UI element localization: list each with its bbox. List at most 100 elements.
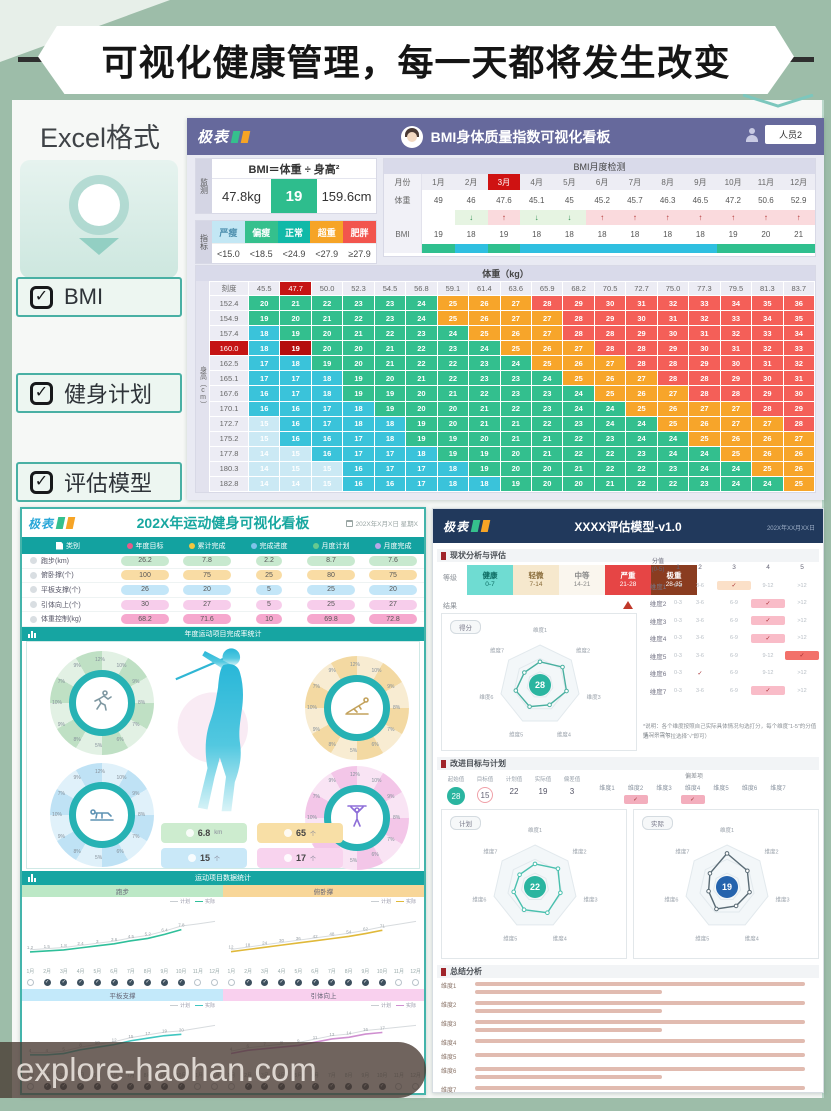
sidebar-item-2[interactable]: ✓ 健身计划 bbox=[16, 373, 182, 413]
check-circle-checked[interactable]: ✓ bbox=[144, 978, 152, 986]
matrix-row-header[interactable]: 180.3 bbox=[210, 461, 248, 476]
matrix-row-header[interactable]: 175.2 bbox=[210, 431, 248, 446]
check-circle-empty[interactable] bbox=[194, 978, 202, 986]
check-circle-checked[interactable]: ✓ bbox=[278, 978, 286, 986]
check-circle-checked[interactable]: ✓ bbox=[110, 978, 118, 986]
score-cell[interactable]: 3-6 bbox=[683, 577, 717, 595]
score-cell[interactable]: 6-9 bbox=[717, 665, 751, 683]
score-cell[interactable]: >12 bbox=[785, 612, 819, 630]
score-cell[interactable]: >12 bbox=[785, 577, 819, 595]
sidebar-item-3[interactable]: ✓ 评估模型 bbox=[16, 462, 182, 502]
score-cell[interactable]: ✓ bbox=[751, 682, 785, 700]
month-cell[interactable]: 12月 bbox=[782, 174, 815, 190]
month-cell[interactable]: 10月 bbox=[716, 174, 750, 190]
sidebar-item-1[interactable]: ✓ BMI bbox=[16, 277, 182, 317]
month-cell[interactable]: 1月 bbox=[422, 174, 455, 190]
check-circle-checked[interactable]: ✓ bbox=[77, 978, 85, 986]
matrix-col-header[interactable]: 72.7 bbox=[626, 282, 657, 295]
score-cell[interactable]: ✓ bbox=[751, 612, 785, 630]
score-cell[interactable]: ✓ bbox=[751, 630, 785, 648]
matrix-col-header[interactable]: 68.2 bbox=[563, 282, 594, 295]
score-cell[interactable]: >12 bbox=[785, 630, 819, 648]
matrix-col-header[interactable]: 61.4 bbox=[469, 282, 500, 295]
matrix-col-header[interactable]: 77.3 bbox=[689, 282, 720, 295]
matrix-col-header[interactable]: 45.5 bbox=[249, 282, 280, 295]
score-cell[interactable]: ✓ bbox=[683, 665, 717, 683]
score-cell[interactable]: 6-9 bbox=[717, 630, 751, 648]
score-cell[interactable]: 3-6 bbox=[683, 612, 717, 630]
user-badge[interactable]: 人员2 bbox=[764, 125, 816, 144]
month-cell[interactable]: 7月 bbox=[618, 174, 652, 190]
matrix-col-header[interactable]: 65.9 bbox=[532, 282, 563, 295]
score-cell[interactable]: >12 bbox=[785, 682, 819, 700]
score-cell[interactable]: 0-3 bbox=[673, 682, 683, 700]
score-cell[interactable]: 3-6 bbox=[683, 682, 717, 700]
matrix-row-header[interactable]: 157.4 bbox=[210, 326, 248, 341]
score-cell[interactable]: 0-3 bbox=[673, 630, 683, 648]
matrix-col-header[interactable]: 79.5 bbox=[720, 282, 752, 295]
check-circle-checked[interactable]: ✓ bbox=[43, 978, 51, 986]
check-circle-empty[interactable] bbox=[395, 978, 403, 986]
month-cell[interactable]: 11月 bbox=[749, 174, 783, 190]
check-circle-empty[interactable] bbox=[211, 978, 219, 986]
month-cell[interactable]: 9月 bbox=[684, 174, 717, 190]
matrix-row-header[interactable]: 160.0 bbox=[210, 341, 248, 356]
score-cell[interactable]: 3-6 bbox=[683, 630, 717, 648]
matrix-row-header[interactable]: 167.6 bbox=[210, 386, 248, 401]
matrix-col-header[interactable]: 75.0 bbox=[657, 282, 689, 295]
check-circle-checked[interactable]: ✓ bbox=[361, 978, 369, 986]
matrix-row-header[interactable]: 154.9 bbox=[210, 311, 248, 326]
score-cell[interactable]: ✓ bbox=[785, 647, 819, 665]
month-cell[interactable]: 4月 bbox=[520, 174, 553, 190]
check-circle-empty[interactable] bbox=[227, 978, 235, 986]
score-cell[interactable]: 6-9 bbox=[717, 612, 751, 630]
score-cell[interactable]: >12 bbox=[785, 595, 819, 613]
check-circle-checked[interactable]: ✓ bbox=[60, 978, 68, 986]
score-cell[interactable]: 0-3 bbox=[673, 665, 683, 683]
check-circle-checked[interactable]: ✓ bbox=[160, 978, 168, 986]
score-cell[interactable]: 0-3 bbox=[673, 577, 683, 595]
matrix-row-header[interactable]: 182.8 bbox=[210, 476, 248, 491]
score-cell[interactable]: 6-9 bbox=[717, 595, 751, 613]
matrix-col-header[interactable]: 52.3 bbox=[343, 282, 374, 295]
matrix-row-header[interactable]: 170.1 bbox=[210, 401, 248, 416]
check-circle-checked[interactable]: ✓ bbox=[127, 978, 135, 986]
check-circle-checked[interactable]: ✓ bbox=[244, 978, 252, 986]
check-circle-checked[interactable]: ✓ bbox=[93, 978, 101, 986]
score-cell[interactable]: 3-6 bbox=[683, 595, 717, 613]
check-circle-checked[interactable]: ✓ bbox=[294, 978, 302, 986]
matrix-row-header[interactable]: 162.5 bbox=[210, 356, 248, 371]
matrix-row-header[interactable]: 172.7 bbox=[210, 416, 248, 431]
matrix-col-header[interactable]: 56.8 bbox=[406, 282, 437, 295]
score-cell[interactable]: ✓ bbox=[717, 577, 751, 595]
score-cell[interactable]: 3-6 bbox=[683, 647, 717, 665]
checkbox-checked-icon[interactable]: ✓ bbox=[30, 381, 53, 405]
check-circle-empty[interactable] bbox=[26, 978, 34, 986]
checkbox-checked-icon[interactable]: ✓ bbox=[30, 285, 53, 309]
month-cell[interactable]: 5月 bbox=[553, 174, 586, 190]
check-circle-checked[interactable]: ✓ bbox=[177, 978, 185, 986]
score-cell[interactable]: 9-12 bbox=[751, 665, 785, 683]
matrix-col-header[interactable]: 54.5 bbox=[374, 282, 406, 295]
check-circle-empty[interactable] bbox=[412, 978, 420, 986]
score-cell[interactable]: 6-9 bbox=[717, 682, 751, 700]
matrix-col-header[interactable]: 59.1 bbox=[437, 282, 469, 295]
score-cell[interactable]: 0-3 bbox=[673, 612, 683, 630]
checkbox-checked-icon[interactable]: ✓ bbox=[30, 470, 53, 494]
matrix-col-header[interactable]: 63.6 bbox=[500, 282, 531, 295]
score-cell[interactable]: ✓ bbox=[751, 595, 785, 613]
matrix-col-header[interactable]: 70.5 bbox=[594, 282, 626, 295]
month-cell[interactable]: 8月 bbox=[651, 174, 684, 190]
check-circle-checked[interactable]: ✓ bbox=[378, 978, 386, 986]
matrix-col-header[interactable]: 47.7 bbox=[280, 282, 311, 295]
month-cell[interactable]: 2月 bbox=[454, 174, 488, 190]
matrix-col-header[interactable]: 50.0 bbox=[311, 282, 343, 295]
matrix-col-header[interactable]: 81.3 bbox=[752, 282, 783, 295]
score-cell[interactable]: 9-12 bbox=[751, 647, 785, 665]
month-cell[interactable]: 6月 bbox=[585, 174, 619, 190]
score-cell[interactable]: 0-3 bbox=[673, 595, 683, 613]
month-cell[interactable]: 3月 bbox=[487, 174, 521, 190]
check-circle-checked[interactable]: ✓ bbox=[311, 978, 319, 986]
score-cell[interactable]: 6-9 bbox=[717, 647, 751, 665]
matrix-row-header[interactable]: 152.4 bbox=[210, 296, 248, 311]
